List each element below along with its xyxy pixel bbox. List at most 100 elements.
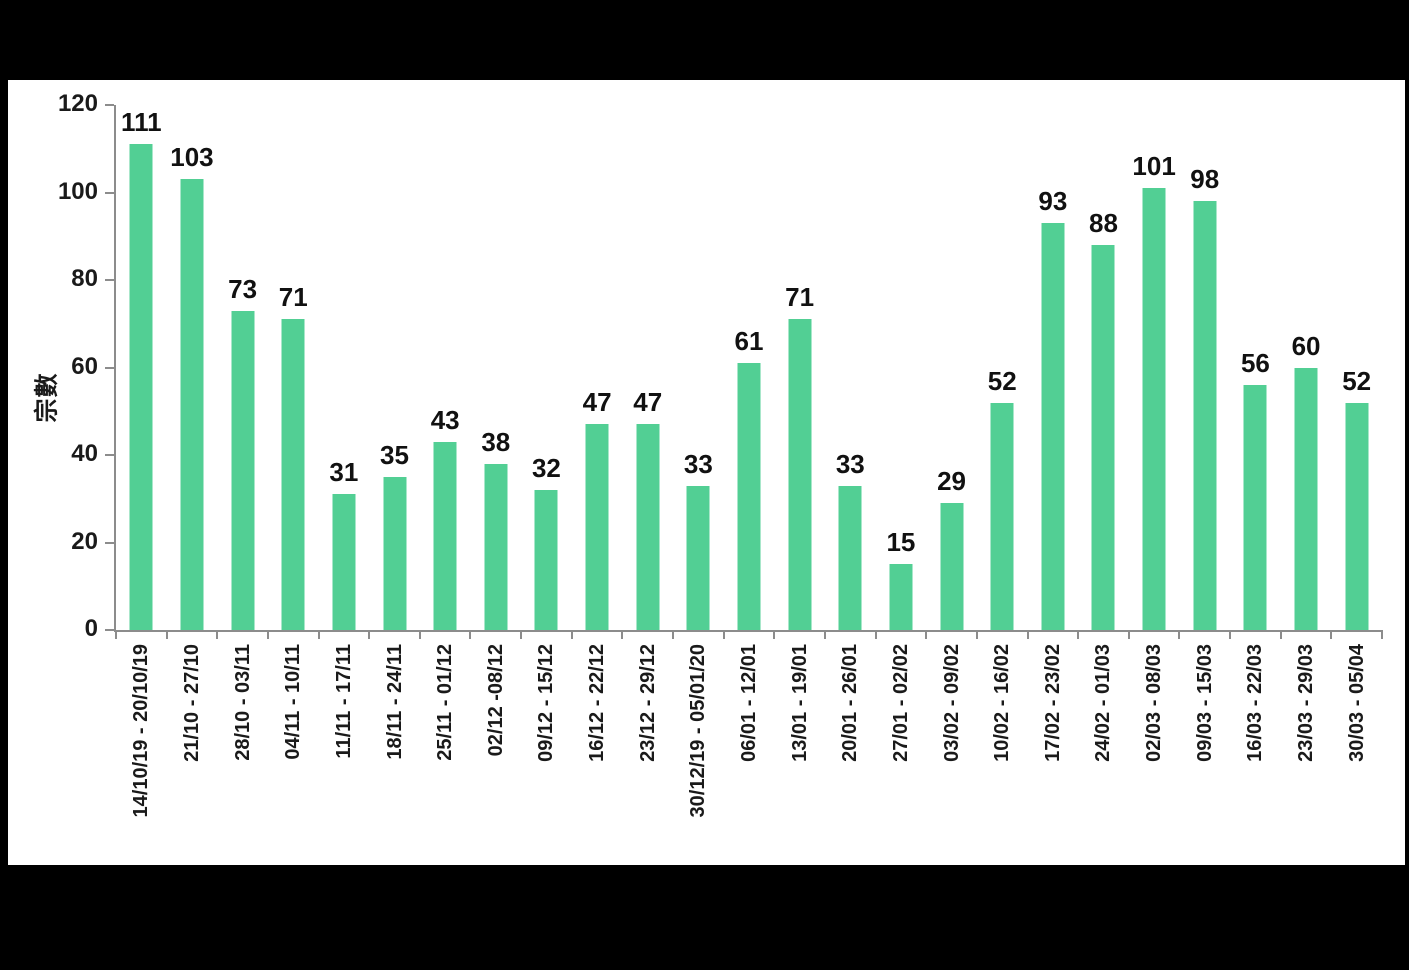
x-tick-label: 09/03 - 15/03 [1193,644,1216,762]
x-tick-label: 02/12 -08/12 [484,644,507,757]
bar-value-label: 52 [1342,365,1372,396]
bar [1041,223,1065,630]
bar-cell: 15 [876,105,927,630]
x-tick-label: 21/10 - 27/10 [180,644,203,762]
bar-cell: 47 [622,105,673,630]
x-tick-mark [1178,630,1181,639]
x-tick-mark [469,630,472,639]
bar-value-label: 98 [1190,164,1220,195]
x-label-cell: 04/11 - 10/11 [268,644,319,874]
x-tick-mark [317,630,320,639]
bar-value-label: 47 [582,387,612,418]
bar [129,144,153,630]
x-label-cell: 16/03 - 22/03 [1230,644,1281,874]
x-label-cell: 23/12 - 29/12 [622,644,673,874]
y-tick-label: 120 [57,90,98,117]
x-label-cell: 24/02 - 01/03 [1078,644,1129,874]
bar-value-label: 56 [1240,348,1270,378]
x-label-cell: 02/12 -08/12 [470,644,521,874]
bar-cell: 103 [167,105,218,630]
x-axis-labels: 14/10/19 - 20/10/19 21/10 - 27/10 28/10 - … [116,644,1382,874]
bar-value-label: 35 [380,439,409,470]
bar-value-label: 61 [734,326,764,357]
x-tick-mark [1381,630,1383,639]
x-label-cell: 09/03 - 15/03 [1179,644,1230,874]
x-label-cell: 30/12/19 - 05/01/20 [673,644,724,874]
y-tick-label: 80 [71,265,98,292]
x-tick-label: 04/11 - 10/11 [282,644,305,760]
x-label-cell: 21/10 - 27/10 [167,644,218,874]
y-tick-label: 40 [71,440,98,467]
y-tick-label: 100 [57,177,98,205]
bar [1294,367,1318,630]
bar-cell: 32 [521,105,572,630]
x-tick-label: 30/12/19 - 05/01/20 [687,644,710,818]
bar-value-label: 103 [170,142,214,173]
x-tick-label: 03/02 - 09/02 [940,644,963,762]
x-tick-label: 10/02 - 16/02 [991,644,1014,762]
bar-cell: 29 [926,105,977,630]
x-label-cell: 30/03 - 05/04 [1331,644,1382,874]
x-tick-mark [216,630,219,639]
bar [737,363,761,630]
bar [484,463,508,630]
x-tick-label: 25/11 - 01/12 [434,644,457,761]
x-tick-label: 16/12 - 22/12 [586,644,609,762]
x-tick-mark [570,630,573,639]
y-tick-mark [105,104,114,106]
x-tick-mark [520,630,523,639]
x-label-cell: 18/11 - 24/11 [369,644,420,874]
bar-cell: 61 [724,105,775,630]
x-label-cell: 14/10/19 - 20/10/19 [116,644,167,874]
bar-cell: 71 [774,105,825,630]
y-tick-mark [105,279,114,281]
bar-cell: 56 [1230,105,1281,630]
bar [788,319,812,630]
bar-cell: 71 [268,105,319,630]
x-tick-label: 17/02 - 23/02 [1041,644,1064,762]
x-tick-label: 09/12 - 15/12 [535,644,558,762]
bar-cell: 33 [825,105,876,630]
x-label-cell: 09/12 - 15/12 [521,644,572,874]
x-tick-label: 14/10/19 - 20/10/19 [130,644,153,818]
x-tick-mark [1229,630,1232,639]
bar-value-label: 88 [1089,208,1118,238]
bar [332,494,356,630]
x-tick-mark [1279,630,1282,639]
y-tick-label: 20 [71,527,98,555]
x-label-cell: 23/03 - 29/03 [1281,644,1332,874]
bar [940,503,964,630]
bar-cell: 35 [369,105,420,630]
bar-cell: 93 [1028,105,1079,630]
y-tick-mark [105,454,114,456]
y-tick-mark [105,541,114,544]
x-tick-label: 27/01 - 02/02 [889,644,912,762]
bar-cell: 33 [673,105,724,630]
x-tick-mark [115,630,117,639]
bar [636,424,660,630]
x-tick-mark [1077,630,1080,639]
x-tick-mark [1127,630,1130,639]
x-tick-mark [1330,630,1333,639]
bar-value-label: 33 [835,448,865,479]
bar [180,179,204,630]
bar-value-label: 73 [228,273,258,304]
x-tick-mark [266,630,269,639]
x-tick-label: 13/01 - 19/01 [788,644,811,762]
x-tick-label: 23/12 - 29/12 [636,644,659,762]
x-tick-mark [165,630,168,639]
bar-cell: 101 [1129,105,1180,630]
bar-value-label: 60 [1291,330,1321,361]
x-tick-label: 30/03 - 05/04 [1345,644,1368,762]
bar-value-label: 33 [683,448,713,479]
bar [838,485,862,630]
x-label-cell: 16/12 - 22/12 [572,644,623,874]
bars-container: 111 103 73 71 31 35 43 38 32 47 47 33 61 71 33 15 29 52 93… [116,105,1382,630]
x-label-cell: 20/01 - 26/01 [825,644,876,874]
bar-cell: 88 [1078,105,1129,630]
x-label-cell: 27/01 - 02/02 [876,644,927,874]
bar-cell: 111 [116,105,167,630]
x-tick-label: 20/01 - 26/01 [839,644,862,762]
y-tick-label: 60 [71,352,98,380]
